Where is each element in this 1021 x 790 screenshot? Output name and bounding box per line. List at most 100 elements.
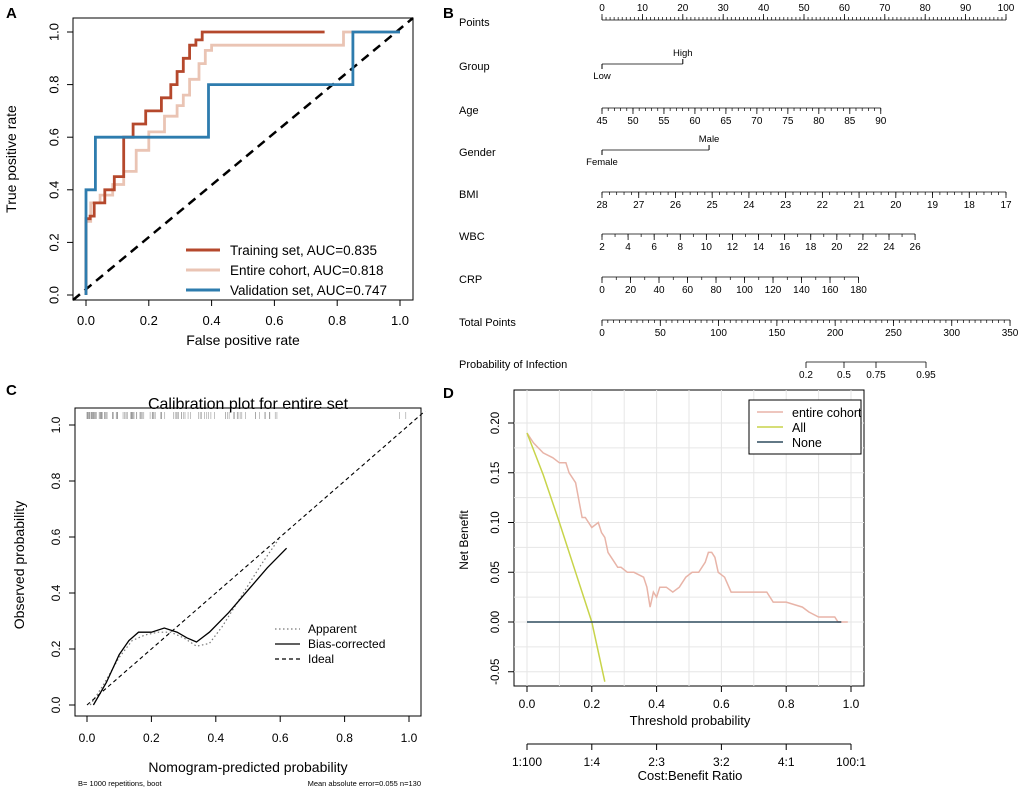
panel-d: D 0.0 0.2 0.4 0.6 0.8 1.0 -0.05 0.00 0.05 0.10 0.1… xyxy=(443,385,866,783)
nomo-tick-label: 19 xyxy=(927,200,939,211)
nomo-tick-label: 6 xyxy=(651,242,657,253)
a-ytick-label: 0.8 xyxy=(46,76,61,94)
d-xtick-label: 0.2 xyxy=(583,697,600,711)
d-ytick-label: 0.10 xyxy=(490,511,502,533)
legend-all-label: All xyxy=(792,421,806,435)
legend-bias-label: Bias-corrected xyxy=(308,637,385,651)
nomo-tick-label: 27 xyxy=(633,200,645,211)
d-axis2-label: 3:2 xyxy=(713,755,730,769)
d-ytick-label: 0.20 xyxy=(490,412,502,434)
d-ytick-label: 0.05 xyxy=(490,561,502,583)
nomo-row-label: CRP xyxy=(459,274,482,286)
nomo-tick-label: 0.75 xyxy=(866,370,886,381)
a-xtick-label: 0.4 xyxy=(203,313,221,328)
nomo-row-label: BMI xyxy=(459,189,479,201)
panel-a: A 0.0 0.2 0.4 0.6 0.8 1.0 0.0 0.2 0.4 0.6 0.8 1.0 F… xyxy=(3,5,414,348)
panel-c-footnote-left: B= 1000 repetitions, boot xyxy=(78,779,163,788)
nomo-row-label: Total Points xyxy=(459,317,516,329)
nomo-tick-label: 300 xyxy=(943,328,960,339)
panel-a-legend: Training set, AUC=0.835 Entire cohort, A… xyxy=(186,243,387,298)
c-xtick-label: 0.0 xyxy=(79,731,96,745)
nomo-level-label: Female xyxy=(586,157,618,168)
d-ytick-label: 0.00 xyxy=(490,611,502,633)
panel-a-series xyxy=(84,30,400,295)
nomo-tick-label: 28 xyxy=(596,200,608,211)
nomo-tick-label: 65 xyxy=(720,116,732,127)
a-xtick-label: 1.0 xyxy=(391,313,409,328)
nomo-level-label: High xyxy=(673,48,693,59)
nomo-tick-label: 90 xyxy=(960,3,972,14)
nomo-tick-label: 350 xyxy=(1002,328,1019,339)
nomo-tick-label: 0 xyxy=(599,3,605,14)
nomo-tick-label: 80 xyxy=(710,285,722,296)
c-ytick-label: 0.2 xyxy=(49,640,63,657)
nomo-tick-label: 40 xyxy=(758,3,770,14)
nomo-tick-label: 100 xyxy=(736,285,753,296)
panel-a-axes: 0.0 0.2 0.4 0.6 0.8 1.0 0.0 0.2 0.4 0.6 0.8 1.0 xyxy=(46,23,409,328)
nomo-tick-label: 0.5 xyxy=(837,370,851,381)
c-xtick-label: 0.4 xyxy=(207,731,224,745)
legend-ideal-label: Ideal xyxy=(308,652,334,666)
d-axis2-label: 2:3 xyxy=(648,755,665,769)
panel-a-label: A xyxy=(6,5,17,22)
panel-c-xlabel: Nomogram-predicted probability xyxy=(148,759,347,775)
nomo-tick-label: 180 xyxy=(850,285,867,296)
nomo-tick-label: 24 xyxy=(883,242,895,253)
nomo-tick-label: 2 xyxy=(599,242,605,253)
nomo-tick-label: 70 xyxy=(879,3,891,14)
a-ytick-label: 0.2 xyxy=(46,233,61,251)
panel-d-ylabel: Net Benefit xyxy=(457,510,471,570)
nomo-row-label: Probability of Infection xyxy=(459,359,567,371)
nomo-tick-label: 250 xyxy=(885,328,902,339)
a-roc-line-0 xyxy=(84,30,325,295)
nomo-tick-label: 0.95 xyxy=(916,370,936,381)
a-xtick-label: 0.8 xyxy=(328,313,346,328)
c-curve-dashed xyxy=(86,410,426,706)
panel-c: C Calibration plot for entire set 0.0 0.2… xyxy=(6,382,426,788)
a-ytick-label: 0.4 xyxy=(46,181,61,199)
nomo-tick-label: 160 xyxy=(822,285,839,296)
panel-c-series xyxy=(86,410,426,706)
nomo-tick-label: 23 xyxy=(780,200,792,211)
d-axis2-label: 1:100 xyxy=(512,755,542,769)
c-curve-solid xyxy=(92,547,288,706)
panel-d-secondary-label: Cost:Benefit Ratio xyxy=(638,768,743,783)
panel-d-legend: entire cohort All None xyxy=(748,399,862,455)
legend-validation-label: Validation set, AUC=0.747 xyxy=(230,283,387,298)
panel-d-label: D xyxy=(443,385,454,402)
nomo-tick-label: 45 xyxy=(596,116,608,127)
nomo-level-label: Low xyxy=(593,71,611,82)
panel-c-rug xyxy=(86,412,407,419)
d-xtick-label: 1.0 xyxy=(843,697,860,711)
d-axis2-label: 4:1 xyxy=(778,755,795,769)
panel-d-axes: 0.0 0.2 0.4 0.6 0.8 1.0 -0.05 0.00 0.05 0.10 0.15 0… xyxy=(490,412,860,711)
nomo-tick-label: 21 xyxy=(854,200,866,211)
nomo-tick-label: 18 xyxy=(964,200,976,211)
a-xtick-label: 0.0 xyxy=(77,313,95,328)
panel-d-xlabel: Threshold probability xyxy=(630,713,751,728)
d-xtick-label: 0.8 xyxy=(778,697,795,711)
panel-a-xlabel: False positive rate xyxy=(186,332,300,348)
nomo-tick-label: 18 xyxy=(805,242,817,253)
nomo-tick-label: 60 xyxy=(839,3,851,14)
nomo-tick-label: 14 xyxy=(753,242,765,253)
panel-c-footnote-right: Mean absolute error=0.055 n=130 xyxy=(308,779,421,788)
nomo-tick-label: 100 xyxy=(998,3,1015,14)
panel-c-title: Calibration plot for entire set xyxy=(148,396,349,413)
nomo-tick-label: 26 xyxy=(670,200,682,211)
d-xtick-label: 0.4 xyxy=(648,697,665,711)
panel-b: B Points Group Age Gender BMI WBC CRP Total Poi… xyxy=(443,3,1019,381)
panel-c-frame xyxy=(74,407,422,717)
legend-none-label: None xyxy=(792,436,822,450)
nomo-tick-label: 8 xyxy=(677,242,683,253)
nomo-tick-label: 30 xyxy=(718,3,730,14)
panel-d-series xyxy=(526,432,848,682)
c-ytick-label: 1.0 xyxy=(49,416,63,433)
d-xtick-label: 0.0 xyxy=(519,697,536,711)
panel-a-diagonal xyxy=(72,17,414,301)
nomo-tick-label: 85 xyxy=(844,116,856,127)
c-ytick-label: 0.8 xyxy=(49,472,63,489)
nomo-tick-label: 20 xyxy=(890,200,902,211)
nomo-tick-label: 75 xyxy=(782,116,794,127)
d-ytick-label: 0.15 xyxy=(490,462,502,484)
